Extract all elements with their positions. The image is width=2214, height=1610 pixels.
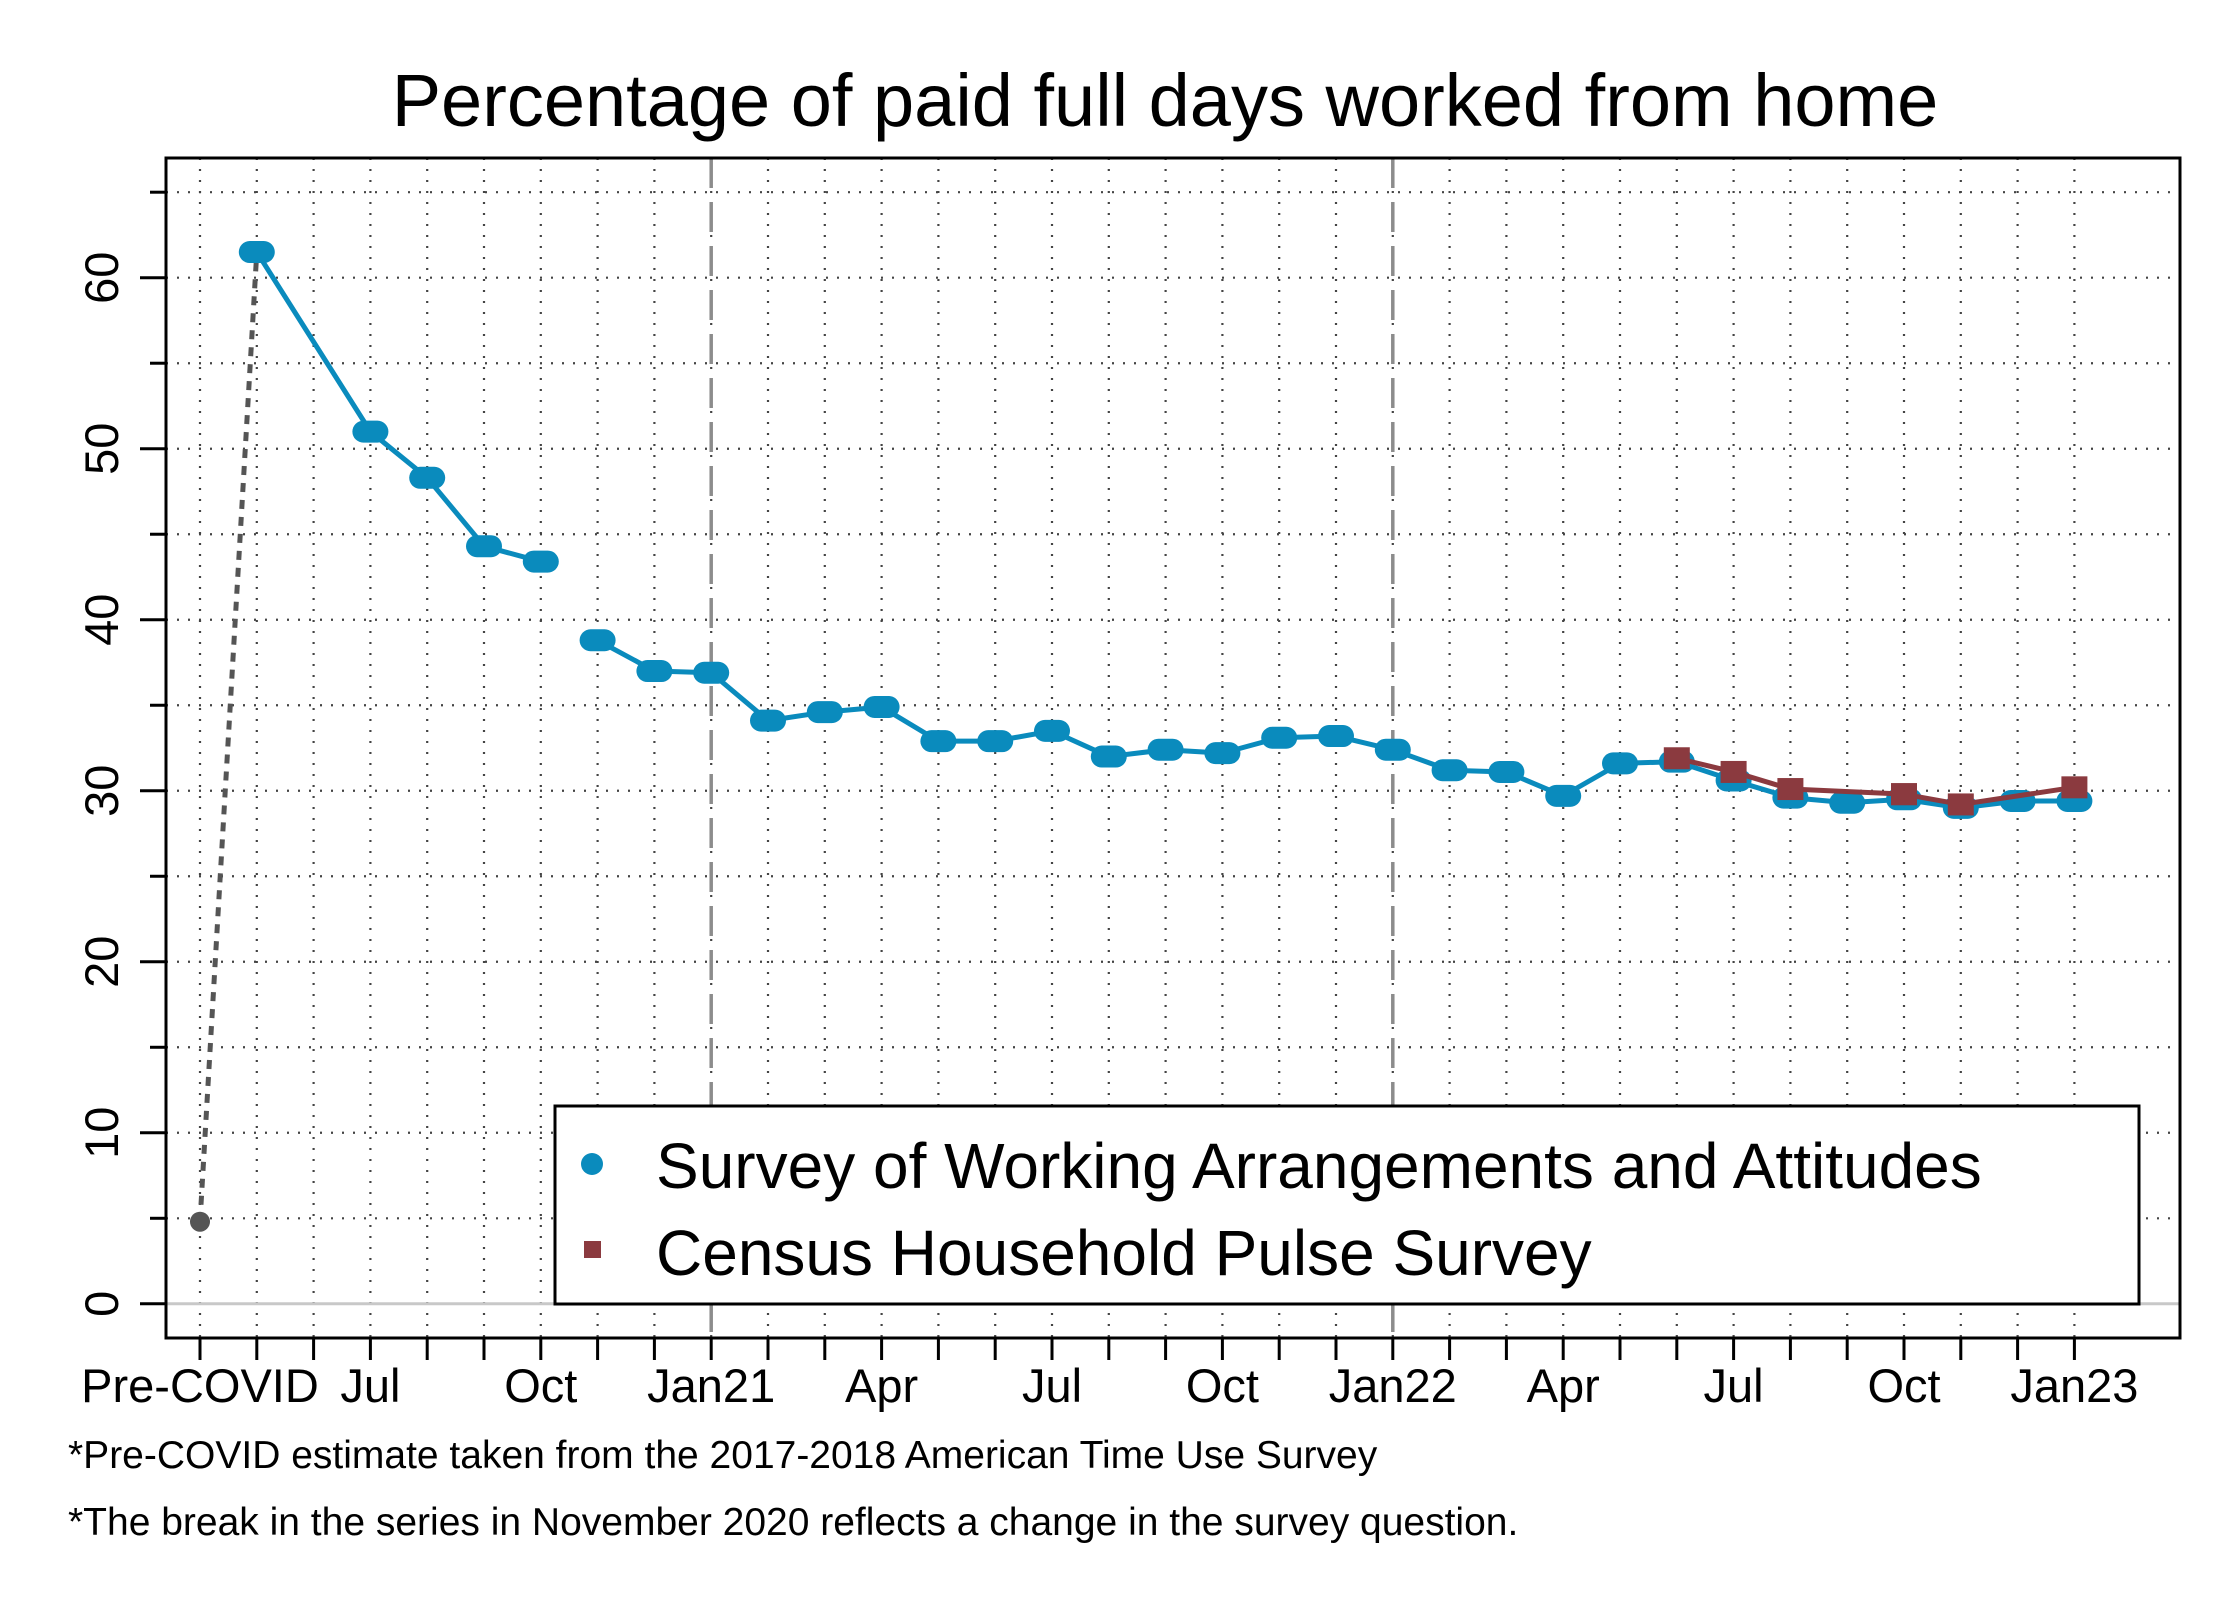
- swaa-point: [693, 661, 730, 684]
- swaa-point: [920, 730, 957, 753]
- swaa-point: [806, 701, 843, 724]
- swaa-point: [1545, 784, 1582, 807]
- x-tick-label: Apr: [1527, 1359, 1600, 1412]
- x-tick-label: Jan21: [647, 1359, 775, 1412]
- y-tick-label: 10: [75, 1107, 128, 1159]
- x-tick-label: Jan23: [2010, 1359, 2138, 1412]
- census-point: [2061, 776, 2088, 799]
- swaa-point: [238, 241, 275, 264]
- swaa-point: [1147, 738, 1184, 761]
- census-point: [1891, 783, 1917, 806]
- footnote-ats: *Pre-COVID estimate taken from the 2017-…: [68, 1434, 1378, 1477]
- series-layer: [190, 241, 2093, 1232]
- footnote-break: *The break in the series in November 202…: [68, 1501, 1519, 1544]
- swaa-point: [1431, 759, 1468, 782]
- swaa-point: [977, 730, 1014, 753]
- swaa-point: [409, 466, 446, 489]
- y-tick-label: 50: [75, 423, 128, 475]
- x-tick-label: Jul: [1022, 1359, 1082, 1412]
- legend-swatch-census: [584, 1241, 601, 1258]
- swaa-point: [466, 535, 502, 558]
- swaa-point: [1090, 745, 1127, 768]
- swaa-point: [1261, 726, 1298, 749]
- swaa-point: [1829, 791, 1866, 814]
- x-tick-label: Jan22: [1329, 1359, 1457, 1412]
- census-point: [1777, 778, 1804, 801]
- x-axis: Pre-COVID Jul Oct Jan21 Apr Jul Oct Jan22 Apr Jul…: [81, 1338, 2138, 1412]
- census-point: [1720, 760, 1747, 783]
- x-tick-label: Pre-COVID: [81, 1359, 319, 1412]
- swaa-point: [1488, 760, 1525, 783]
- swaa-point: [1374, 738, 1411, 761]
- swaa-point: [863, 695, 900, 718]
- x-tick-label: Jul: [1704, 1359, 1764, 1412]
- y-tick-label: 40: [75, 594, 128, 646]
- y-tick-label: 0: [75, 1291, 128, 1317]
- swaa-point: [636, 660, 673, 683]
- swaa-point: [750, 709, 786, 732]
- plot-area: [164, 156, 2182, 1340]
- legend-box: [553, 1104, 2141, 1306]
- legend-label-census: Census Household Pulse Survey: [656, 1217, 1592, 1289]
- legend: Survey of Working Arrangements and Attit…: [553, 1104, 2141, 1306]
- x-tick-label: Oct: [1186, 1359, 1259, 1412]
- legend-label-swaa: Survey of Working Arrangements and Attit…: [656, 1130, 1982, 1202]
- swaa-point: [1034, 719, 1070, 742]
- swaa-point: [522, 550, 559, 573]
- swaa-point: [352, 420, 389, 443]
- precovid-point: [190, 1211, 210, 1232]
- x-tick-label: Apr: [845, 1359, 918, 1412]
- x-tick-label: Jul: [340, 1359, 400, 1412]
- x-tick-label: Oct: [1867, 1359, 1940, 1412]
- legend-swatch-swaa: [581, 1153, 603, 1175]
- x-tick-label: Oct: [504, 1359, 577, 1412]
- census-point: [1947, 793, 1974, 816]
- swaa-point: [1602, 752, 1638, 775]
- y-tick-label: 60: [75, 252, 128, 304]
- swaa-line: [254, 250, 542, 565]
- chart-title: Percentage of paid full days worked from…: [392, 59, 1939, 142]
- y-axis: 0 10 20 30 40 50 60: [75, 190, 166, 1317]
- swaa-point: [1204, 742, 1241, 765]
- y-tick-label: 30: [75, 765, 128, 817]
- precovid-connector: [197, 251, 260, 1222]
- swaa-point: [1318, 725, 1354, 748]
- y-tick-label: 20: [75, 936, 128, 988]
- swaa-point: [579, 629, 616, 652]
- census-point: [1663, 747, 1690, 770]
